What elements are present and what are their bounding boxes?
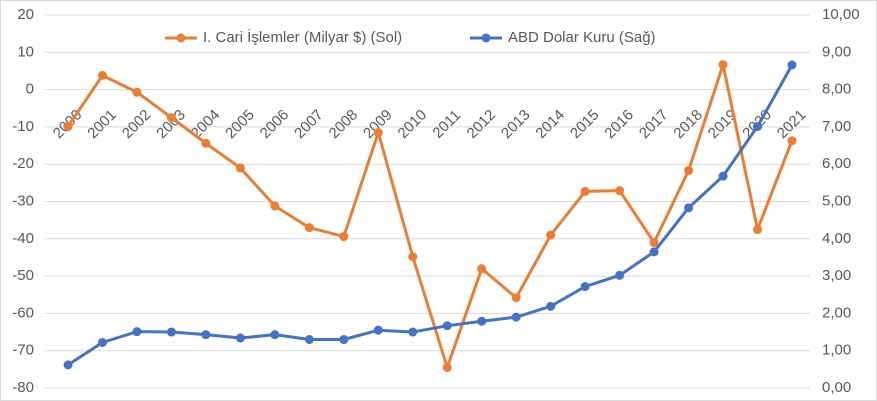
data-point: [270, 201, 280, 211]
data-point: [511, 312, 521, 322]
data-point: [442, 321, 452, 331]
data-point: [201, 138, 211, 148]
data-point: [339, 232, 349, 242]
data-point: [649, 238, 659, 248]
data-point: [132, 87, 142, 97]
data-point: [753, 224, 763, 234]
y2-tick-label: 3,00: [822, 267, 851, 284]
data-point: [304, 223, 314, 233]
data-point: [408, 252, 418, 262]
data-point: [615, 270, 625, 280]
y-tick-label: -40: [12, 230, 34, 247]
series-line: [67, 64, 794, 367]
y2-tick-label: 7,00: [822, 118, 851, 135]
legend-marker: [176, 33, 186, 43]
y-tick-label: -70: [12, 342, 34, 359]
y-tick-label: 0: [26, 81, 34, 98]
data-point: [97, 337, 107, 347]
y2-tick-label: 1,00: [822, 342, 851, 359]
y-tick-label: -30: [12, 192, 34, 209]
data-point: [511, 293, 521, 303]
y-tick-label: 20: [17, 6, 34, 23]
y2-tick-label: 2,00: [822, 304, 851, 321]
y2-tick-label: 9,00: [822, 43, 851, 60]
data-point: [787, 136, 797, 146]
series-line: [66, 63, 794, 369]
data-point: [235, 333, 245, 343]
data-point: [477, 264, 487, 274]
data-point: [753, 122, 763, 132]
data-point: [718, 60, 728, 70]
y2-tick-label: 8,00: [822, 81, 851, 98]
data-point: [63, 360, 73, 370]
data-point: [718, 171, 728, 181]
data-point: [684, 166, 694, 176]
data-point: [442, 362, 452, 372]
y2-tick-label: 5,00: [822, 192, 851, 209]
data-point: [580, 186, 590, 196]
data-point: [339, 335, 349, 345]
y-tick-label: -80: [12, 379, 34, 396]
data-point: [477, 316, 487, 326]
y2-tick-label: 10,00: [822, 6, 860, 23]
data-point: [132, 327, 142, 337]
y-tick-label: 10: [17, 43, 34, 60]
data-point: [373, 325, 383, 335]
data-point: [235, 163, 245, 173]
data-point: [684, 203, 694, 213]
y-tick-label: -60: [12, 304, 34, 321]
y2-tick-label: 0,00: [822, 379, 851, 396]
legend-label: I. Cari İşlemler (Milyar $) (Sol): [203, 28, 402, 46]
y-tick-label: -20: [12, 155, 34, 172]
data-point: [304, 335, 314, 345]
data-point: [649, 247, 659, 257]
data-point: [166, 113, 176, 123]
data-point: [787, 60, 797, 70]
data-point: [373, 127, 383, 137]
data-point: [97, 70, 107, 80]
y-tick-label: -10: [12, 118, 34, 135]
data-point: [166, 327, 176, 337]
data-point: [580, 282, 590, 292]
data-point: [270, 330, 280, 340]
data-point: [63, 122, 73, 132]
y-tick-label: -50: [12, 267, 34, 284]
data-point: [546, 301, 556, 311]
legend-label: ABD Dolar Kuru (Sağ): [508, 29, 656, 46]
data-point: [615, 186, 625, 196]
legend-marker: [481, 33, 491, 43]
data-point: [408, 327, 418, 337]
data-point: [201, 330, 211, 340]
y2-tick-label: 6,00: [822, 155, 851, 172]
y2-tick-label: 4,00: [822, 230, 851, 247]
data-point: [546, 230, 556, 240]
